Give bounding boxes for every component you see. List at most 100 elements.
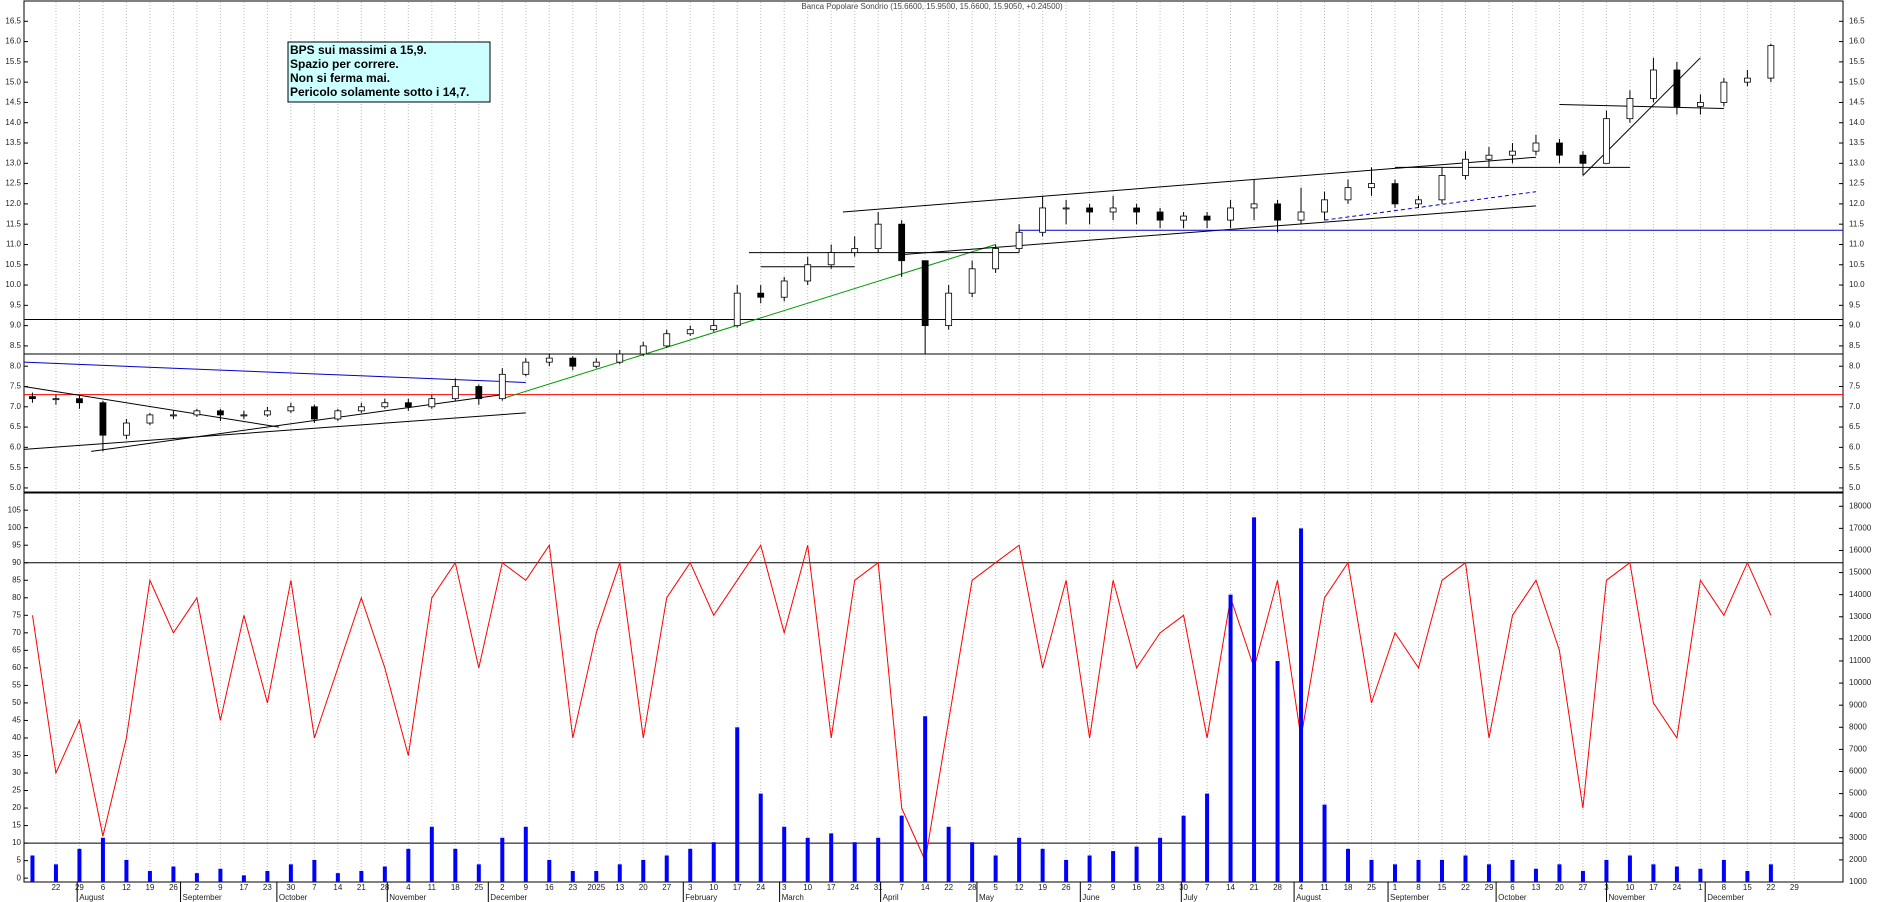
volume-bar	[829, 833, 834, 882]
candle-body	[1415, 199, 1422, 205]
candle-body	[569, 357, 577, 367]
volume-bar	[382, 866, 387, 882]
annotation: BPS sui massimi a 15,9.Spazio per correr…	[287, 41, 491, 103]
x-month-label: March	[782, 893, 804, 902]
x-tick-label: 10	[1625, 883, 1634, 892]
volume-bar	[53, 864, 58, 882]
volume-bar	[1111, 851, 1116, 882]
x-tick-label: 17	[239, 883, 248, 892]
y2-tick-label: 11000	[1849, 656, 1871, 665]
candle-body	[1650, 69, 1657, 99]
volume-bar	[1651, 864, 1656, 882]
volume-bar	[758, 793, 763, 882]
volume-bar	[218, 868, 223, 882]
y2-tick-label: 7000	[1849, 744, 1867, 753]
y-tick-label: 105	[8, 505, 22, 514]
volume-bar	[1040, 848, 1045, 882]
y-tick-label: 15.0	[5, 77, 21, 86]
volume-bar	[1181, 815, 1186, 882]
x-tick-label: 28	[968, 883, 977, 892]
x-tick-label: 18	[451, 883, 460, 892]
volume-bar	[899, 815, 904, 882]
x-tick-label: 1	[1698, 883, 1703, 892]
y-tick-label-right: 11.0	[1849, 240, 1865, 249]
y-tick-label: 95	[12, 540, 21, 549]
candle-body	[1039, 207, 1047, 233]
y-tick-label: 11.5	[6, 219, 22, 228]
y-tick-label-right: 12.0	[1849, 199, 1865, 208]
candle-body	[1133, 207, 1140, 213]
candle-body	[1203, 215, 1211, 221]
x-tick-label: 6	[101, 883, 106, 892]
x-tick-label: 4	[1299, 883, 1304, 892]
y2-tick-label: 14000	[1849, 590, 1872, 599]
volume-bar	[1604, 859, 1609, 882]
x-tick-label: 16	[545, 883, 554, 892]
candle-body	[1673, 69, 1681, 107]
x-tick-label: 28	[380, 883, 389, 892]
y2-tick-label: 4000	[1849, 811, 1867, 820]
x-month-label: September	[183, 893, 222, 902]
y-tick-label: 75	[12, 610, 21, 619]
x-tick-label: 19	[1038, 883, 1047, 892]
y2-tick-label: 16000	[1849, 546, 1872, 555]
x-tick-label: 23	[568, 883, 577, 892]
y-tick-label: 80	[12, 593, 21, 602]
volume-bar	[1745, 870, 1750, 882]
y-tick-label: 12.0	[5, 199, 21, 208]
candle-body	[827, 252, 835, 266]
candle-body	[263, 410, 271, 416]
volume-bar	[1322, 804, 1327, 882]
x-tick-label: 28	[1273, 883, 1282, 892]
x-tick-label: 29	[1790, 883, 1799, 892]
y-tick-label: 13.5	[5, 138, 21, 147]
volume-bar	[523, 826, 528, 882]
y-tick-label: 15.5	[5, 57, 21, 66]
y-tick-label-right: 5.5	[1849, 463, 1861, 472]
trend-line	[23, 386, 280, 428]
candle-body	[1250, 203, 1258, 209]
x-tick-label: 23	[263, 883, 272, 892]
y2-tick-label: 8000	[1849, 722, 1867, 731]
volume-bar	[852, 842, 857, 882]
candle-body	[616, 353, 624, 363]
volume-bar	[1721, 859, 1726, 882]
x-tick-label: 13	[1532, 883, 1541, 892]
x-tick-label: 3	[688, 883, 693, 892]
x-tick-label: 4	[406, 883, 411, 892]
x-tick-label: 24	[850, 883, 859, 892]
y2-tick-label: 13000	[1849, 612, 1872, 621]
trend-line	[1324, 191, 1537, 221]
y-tick-label: 14.5	[5, 98, 21, 107]
x-tick-label: 14	[921, 883, 930, 892]
volume-bar	[782, 826, 787, 882]
candle-body	[29, 396, 36, 400]
y-tick-label: 40	[12, 733, 21, 742]
volume-bar	[617, 864, 622, 882]
volume-bar	[1017, 837, 1022, 882]
x-tick-label: 6	[1510, 883, 1515, 892]
y-tick-label-right: 15.0	[1849, 77, 1865, 86]
x-tick-label: 30	[286, 883, 295, 892]
x-tick-label: 21	[357, 883, 366, 892]
x-tick-label: 20	[1555, 883, 1564, 892]
volume-bar	[547, 859, 552, 882]
trend-line	[502, 243, 996, 400]
candle-body	[1509, 150, 1516, 156]
volume-bar	[171, 866, 176, 882]
volume-bar	[1275, 660, 1280, 882]
annotation-line: Spazio per correre.	[290, 57, 399, 71]
y-tick-label: 55	[12, 681, 21, 690]
volume-bar	[1674, 866, 1679, 882]
volume-bar	[1439, 859, 1444, 882]
volume-bar	[876, 837, 881, 882]
volume-bar	[946, 826, 951, 882]
y-tick-label: 10	[12, 838, 21, 847]
x-month-label: August	[1296, 893, 1322, 902]
x-tick-label: 9	[218, 883, 223, 892]
candle-body	[639, 345, 647, 355]
x-tick-label: 29	[1485, 883, 1494, 892]
x-tick-label: 16	[1132, 883, 1141, 892]
candle-body	[1391, 183, 1399, 205]
